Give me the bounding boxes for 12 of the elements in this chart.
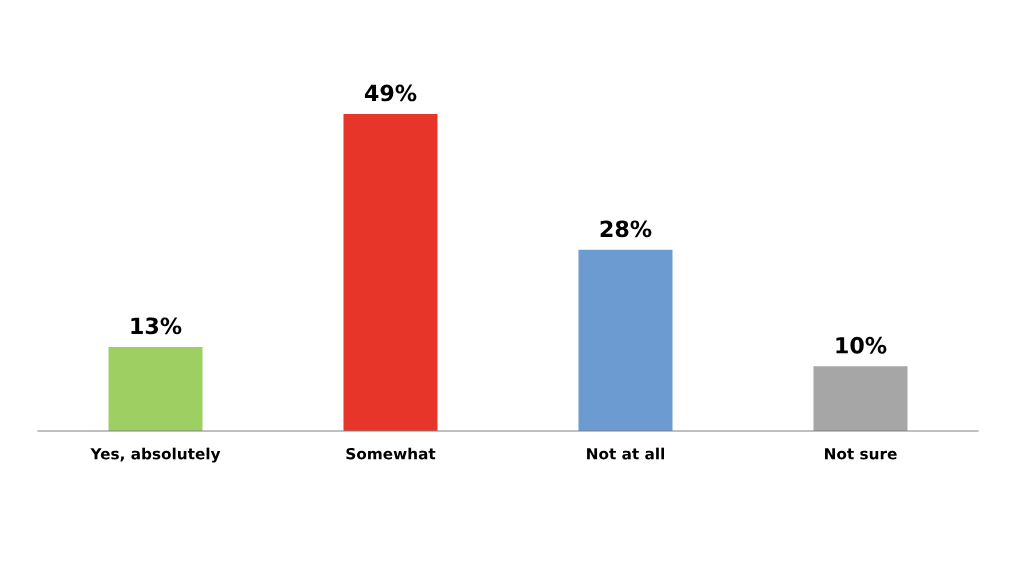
- data-label: 13%: [131, 317, 182, 335]
- x-tick-label: Not at all: [587, 447, 665, 460]
- bar: [108, 346, 203, 431]
- bar: [343, 114, 438, 431]
- x-tick-label: Not sure: [825, 448, 897, 460]
- data-label: 28%: [600, 220, 652, 238]
- x-tick-label: Yes, absolutely: [90, 447, 221, 463]
- bar: [813, 366, 908, 431]
- bar: [578, 249, 673, 431]
- data-label: 49%: [364, 84, 417, 102]
- data-label: 10%: [836, 336, 887, 354]
- x-tick-label: Somewhat: [346, 447, 436, 460]
